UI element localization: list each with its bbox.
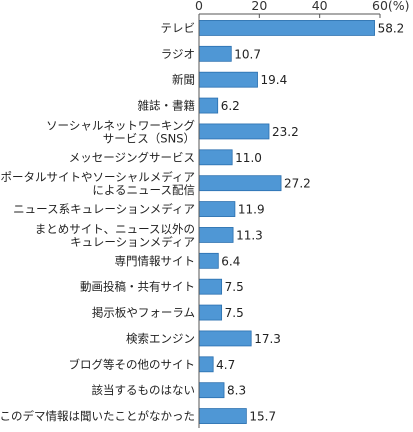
value-label: 11.0	[235, 151, 262, 165]
bar	[198, 123, 270, 140]
category-label: ラジオ	[161, 47, 195, 61]
x-tick-label: 60(%)	[372, 0, 410, 13]
bar	[198, 175, 282, 192]
value-label: 23.2	[272, 125, 299, 139]
category-label: ニュース系キュレーションメディア	[13, 202, 195, 216]
value-label: 6.4	[221, 254, 240, 268]
category-label: ポータルサイトやソーシャルメディアによるニュース配信	[1, 170, 195, 197]
bar	[198, 330, 252, 347]
value-label: 15.7	[249, 410, 276, 424]
value-label: 17.3	[254, 332, 281, 346]
value-label: 10.7	[234, 47, 261, 61]
category-label: ブログ等その他のサイト	[69, 357, 196, 371]
bar	[198, 356, 214, 373]
bar	[198, 201, 236, 217]
x-tick-label: 20	[251, 0, 267, 13]
category-label: まとめサイト、ニュース以外のキュレーションメディア	[35, 222, 195, 249]
bar	[198, 408, 247, 424]
category-label: メッセージングサービス	[69, 150, 195, 164]
category-label: 雑誌・書籍	[138, 99, 196, 113]
value-label: 7.5	[225, 280, 244, 294]
value-label: 27.2	[284, 177, 311, 191]
x-axis-ticks: 0 20 40 60(%)	[195, 0, 410, 18]
bar	[198, 382, 225, 399]
category-label: テレビ	[161, 21, 196, 35]
category-label: このデマ情報は聞いたことがなかった	[0, 409, 195, 423]
category-label: 掲示板やフォーラム	[92, 306, 195, 320]
bar	[198, 45, 232, 62]
x-tick-label: 40	[312, 0, 328, 13]
value-label: 19.4	[261, 73, 288, 87]
value-labels: 58.2 10.719.4 6.2 23.2 11.0 27.2 11.9 11.3 6.4 7.…	[216, 21, 404, 423]
bar	[198, 252, 219, 269]
category-label: 新聞	[172, 73, 195, 87]
value-label: 11.9	[238, 203, 265, 217]
category-label: 専門情報サイト	[115, 254, 196, 268]
value-label: 4.7	[216, 358, 235, 372]
value-label: 7.5	[225, 306, 244, 320]
x-tick-label: 0	[195, 0, 203, 13]
bar	[198, 278, 223, 295]
category-label: 検索エンジン	[126, 331, 195, 345]
value-label: 58.2	[378, 21, 405, 35]
bar	[198, 227, 234, 243]
category-label: 該当するものはない	[92, 383, 196, 397]
bar	[198, 20, 375, 36]
bar	[198, 71, 258, 88]
category-label: 動画投稿・共有サイト	[80, 280, 195, 294]
bar	[198, 304, 223, 321]
value-label: 11.3	[236, 228, 263, 242]
value-label: 8.3	[227, 384, 246, 398]
bar	[198, 97, 219, 114]
category-label: ソーシャルネットワーキングサービス（SNS）	[46, 118, 195, 145]
bars	[198, 20, 375, 424]
bar	[198, 149, 233, 166]
value-label: 6.2	[221, 99, 240, 113]
